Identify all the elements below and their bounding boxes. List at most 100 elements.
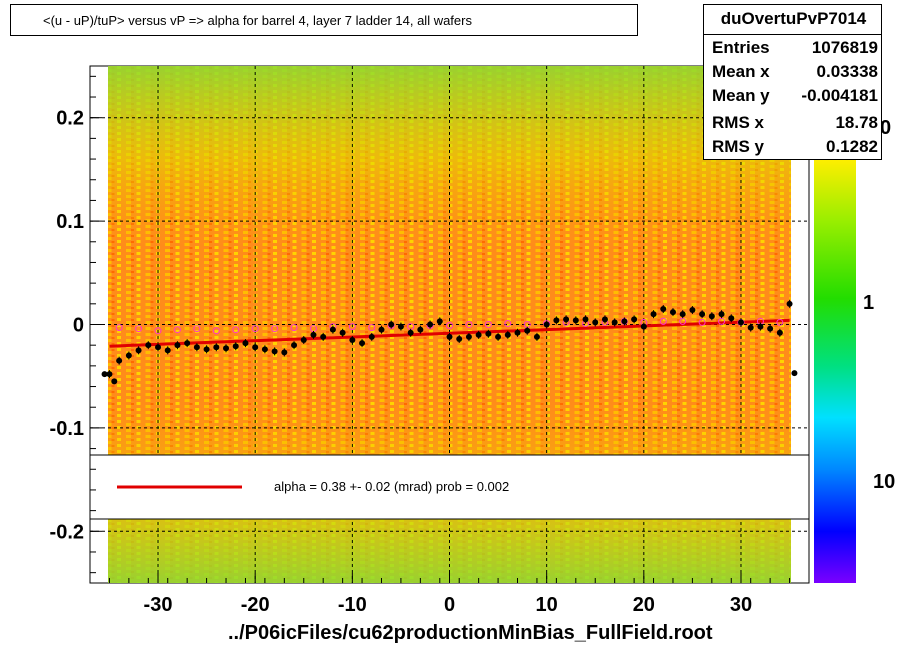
profile-point: [397, 323, 404, 330]
stats-value: 0.03338: [816, 62, 878, 81]
profile-point: [242, 340, 249, 347]
x-tick-label: 10: [536, 594, 558, 616]
profile-point: [650, 311, 657, 318]
secondary-profile-point: [465, 321, 473, 328]
secondary-profile-point: [290, 324, 298, 332]
profile-point: [747, 324, 754, 331]
secondary-profile-point: [698, 318, 706, 326]
profile-point: [776, 329, 783, 336]
profile-point: [155, 344, 162, 351]
profile-point: [388, 321, 395, 328]
secondary-profile-points: [115, 317, 784, 335]
profile-point: [495, 333, 502, 340]
profile-point: [232, 343, 239, 350]
secondary-profile-point: [368, 324, 376, 332]
profile-point: [174, 342, 181, 349]
profile-point-outlier: [791, 370, 798, 377]
profile-point: [514, 329, 521, 336]
profile-point: [329, 326, 336, 333]
profile-point-outlier: [101, 371, 108, 378]
secondary-profile-point: [484, 321, 492, 328]
profile-point: [291, 342, 298, 349]
profile-point: [611, 319, 618, 326]
profile-point: [184, 340, 191, 347]
secondary-profile-point: [718, 317, 726, 325]
profile-point: [271, 348, 278, 355]
chart-title: <(u - uP)/tuP> versus vP => alpha for ba…: [43, 13, 472, 28]
secondary-profile-point: [251, 325, 259, 333]
x-tick-label: 20: [633, 594, 655, 616]
profile-point: [621, 318, 628, 325]
stats-key: Mean y: [712, 86, 770, 105]
profile-point: [310, 331, 317, 338]
profile-point: [699, 311, 706, 318]
profile-point: [767, 325, 774, 332]
profile-point: [631, 316, 638, 323]
secondary-profile-point: [154, 327, 162, 335]
profile-point: [320, 333, 327, 340]
stats-value: -0.004181: [801, 86, 878, 105]
profile-point: [116, 357, 123, 364]
profile-point: [300, 337, 307, 344]
x-tick-label: -10: [338, 594, 367, 616]
profile-point: [640, 323, 647, 330]
stats-value: 1076819: [811, 38, 878, 57]
profile-point: [485, 330, 492, 337]
secondary-profile-point: [348, 323, 356, 331]
secondary-profile-point: [115, 324, 123, 332]
profile-point: [446, 333, 453, 340]
profile-point: [563, 316, 570, 323]
profile-point: [456, 335, 463, 342]
secondary-profile-point: [504, 319, 512, 327]
profile-point: [524, 327, 531, 334]
profile-point: [145, 342, 152, 349]
profile-point: [601, 316, 608, 323]
profile-point: [689, 307, 696, 314]
plot-area: -30 -20 -10 0 10 20 30 0.2 0.1 0 -0.1 -0.2: [50, 65, 810, 616]
secondary-profile-point: [679, 317, 687, 325]
secondary-profile-point: [173, 326, 181, 334]
profile-point: [553, 317, 560, 324]
profile-point: [504, 331, 511, 338]
profile-point: [407, 329, 414, 336]
profile-point: [592, 319, 599, 326]
profile-point: [708, 313, 715, 320]
profile-point: [572, 317, 579, 324]
fit-result-label: alpha = 0.38 +- 0.02 (mrad) prob = 0.002: [274, 479, 510, 494]
profile-point: [436, 318, 443, 325]
profile-point: [475, 331, 482, 338]
color-scale-label-1: 1: [863, 292, 874, 314]
profile-point: [660, 305, 667, 312]
color-scale-label-10: 10: [873, 471, 895, 493]
x-axis-title: ../P06icFiles/cu62productionMinBias_Full…: [228, 622, 713, 644]
profile-point: [164, 347, 171, 354]
profile-point: [223, 345, 230, 352]
profile-point: [378, 326, 385, 333]
title-box: <(u - uP)/tuP> versus vP => alpha for ba…: [10, 4, 638, 36]
profile-point: [359, 340, 366, 347]
secondary-profile-point: [212, 327, 220, 335]
x-tick-label: -20: [241, 594, 270, 616]
profile-point: [106, 371, 113, 378]
profile-point: [679, 311, 686, 318]
secondary-profile-point: [446, 322, 453, 330]
profile-point: [543, 321, 550, 328]
secondary-profile-point: [193, 325, 201, 333]
profile-point: [417, 326, 424, 333]
profile-point: [533, 333, 540, 340]
y-tick-label: 0: [73, 315, 84, 337]
y-tick-label: -0.1: [50, 418, 84, 440]
secondary-profile-point: [271, 325, 279, 333]
stats-box: duOvertuPvP7014 Entries 1076819 Mean x 0.0…: [703, 4, 882, 160]
profile-point: [213, 344, 220, 351]
x-axis: -30 -20 -10 0 10 20 30: [108, 573, 791, 616]
profile-point: [728, 315, 735, 322]
profile-point: [135, 347, 142, 354]
profile-point: [203, 346, 210, 353]
stats-histogram-name: duOvertuPvP7014: [720, 9, 867, 28]
profile-point: [368, 333, 375, 340]
color-scale-label-partial: 0: [880, 117, 891, 139]
profile-point: [125, 352, 132, 359]
stats-value: 0.1282: [826, 137, 878, 156]
profile-point: [465, 333, 472, 340]
